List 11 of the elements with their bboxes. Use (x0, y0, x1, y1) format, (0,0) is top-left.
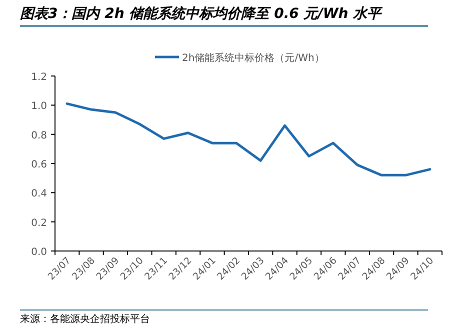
source-note: 来源：各能源央企招投标平台 (20, 313, 150, 325)
chart-title: 图表3：国内 2h 储能系统中标均价降至 0.6 元/Wh 水平 (20, 5, 384, 22)
y-tick-label: 0.6 (31, 160, 47, 170)
y-tick-label: 0.8 (31, 130, 47, 142)
y-tick-label: 1.2 (31, 72, 47, 83)
line-series (66, 102, 432, 176)
y-tick-label: 0.0 (31, 247, 47, 258)
legend-label: 2h储能系统中标价格（元/Wh） (182, 52, 324, 64)
y-tick-label: 0.2 (31, 218, 47, 229)
y-tick-label: 1.0 (31, 101, 47, 112)
y-tick-label: 0.4 (31, 188, 47, 200)
